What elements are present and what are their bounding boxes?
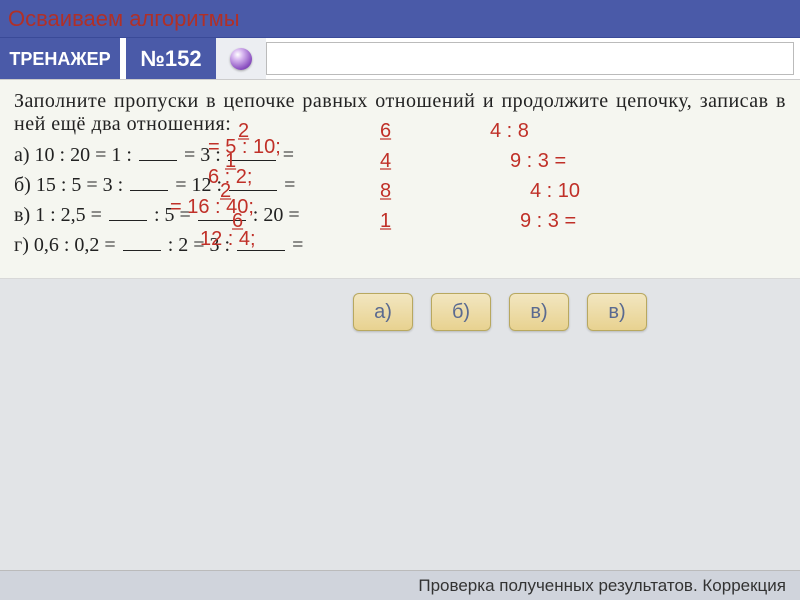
- row-v-label: в): [14, 204, 30, 226]
- content-area: Заполните пропуски в цепочке равных отно…: [0, 80, 800, 550]
- answer-buttons: а) б) в) в): [0, 293, 800, 331]
- answer-button-a[interactable]: а): [353, 293, 413, 331]
- blank: [109, 207, 147, 221]
- blank: [198, 207, 246, 221]
- blank: [237, 237, 285, 251]
- problem-row-a: а) 10 : 20 = 1 : = 3 : =: [14, 144, 786, 174]
- problem-instruction: Заполните пропуски в цепочке равных отно…: [14, 90, 786, 136]
- blank: [123, 237, 161, 251]
- footer-bar: Проверка полученных результатов. Коррекц…: [0, 570, 800, 600]
- row-a-lhs: 10 : 20 = 1 :: [35, 144, 132, 166]
- search-input[interactable]: [266, 42, 794, 75]
- orb-button[interactable]: [216, 38, 266, 79]
- row-g-label: г): [14, 234, 29, 256]
- row-b-mid: = 12 :: [175, 174, 222, 196]
- problem-block: Заполните пропуски в цепочке равных отно…: [0, 80, 800, 279]
- row-g-lhs: 0,6 : 0,2 =: [34, 234, 116, 256]
- answer-button-v2[interactable]: в): [587, 293, 647, 331]
- trainer-badge: ТРЕНАЖЕР: [0, 38, 120, 79]
- header-bar: Осваиваем алгоритмы: [0, 0, 800, 38]
- blank: [228, 147, 276, 161]
- toolbar: ТРЕНАЖЕР №152: [0, 38, 800, 80]
- row-b-lhs: 15 : 5 = 3 :: [36, 174, 123, 196]
- answer-button-b[interactable]: б): [431, 293, 491, 331]
- problem-row-g: г) 0,6 : 0,2 = : 2 = 3 : =: [14, 234, 786, 264]
- row-b-label: б): [14, 174, 31, 196]
- row-v-lhs: 1 : 2,5 =: [35, 204, 102, 226]
- problem-row-v: в) 1 : 2,5 = : 5 = : 20 =: [14, 204, 786, 234]
- row-a-label: а): [14, 144, 30, 166]
- row-a-mid: = 3 :: [184, 144, 221, 166]
- blank: [229, 177, 277, 191]
- row-v-mid: : 5 =: [154, 204, 191, 226]
- row-g-mid: : 2 = 3 :: [168, 234, 230, 256]
- blank: [130, 177, 168, 191]
- row-g-tail: =: [292, 234, 303, 256]
- orb-icon: [230, 48, 252, 70]
- row-a-tail: =: [283, 144, 294, 166]
- number-badge: №152: [126, 38, 216, 79]
- answer-button-v1[interactable]: в): [509, 293, 569, 331]
- row-v-tail: : 20 =: [253, 204, 300, 226]
- problem-row-b: б) 15 : 5 = 3 : = 12 : =: [14, 174, 786, 204]
- blank: [139, 147, 177, 161]
- row-b-tail: =: [284, 174, 295, 196]
- footer-text: Проверка полученных результатов. Коррекц…: [418, 576, 786, 596]
- header-title: Осваиваем алгоритмы: [8, 6, 240, 32]
